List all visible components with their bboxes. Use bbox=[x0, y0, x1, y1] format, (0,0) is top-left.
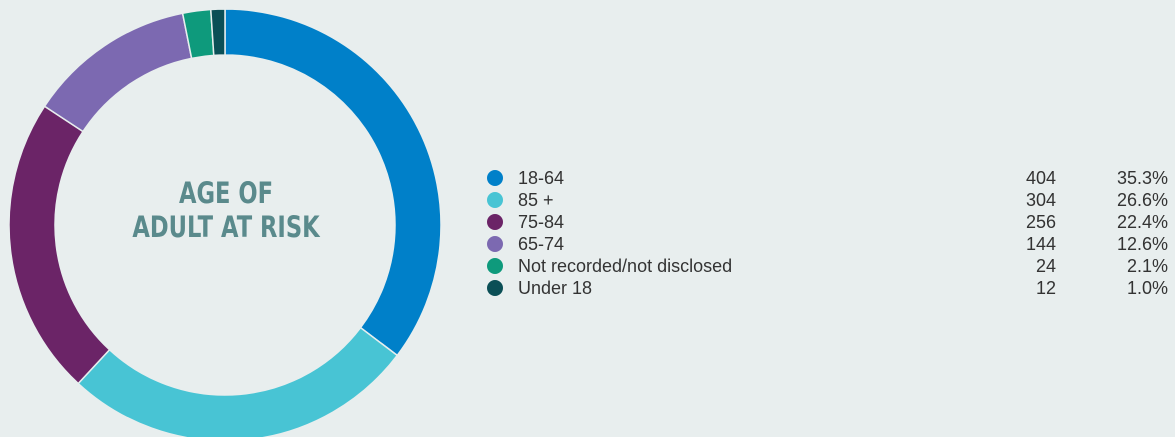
legend-item-not-recorded: Not recorded/not disclosed 24 2.1% bbox=[484, 255, 1168, 277]
legend-item-85-plus: 85 + 304 26.6% bbox=[484, 189, 1168, 211]
legend-count: 404 bbox=[1025, 168, 1056, 188]
legend-count: 144 bbox=[1025, 234, 1056, 254]
legend-swatch bbox=[487, 236, 503, 252]
donut-slice-85 bbox=[77, 326, 399, 437]
donut-slice-under-18 bbox=[209, 8, 226, 57]
legend-item-under-18: Under 18 12 1.0% bbox=[484, 277, 1168, 299]
legend-swatch bbox=[487, 214, 503, 230]
legend-count: 256 bbox=[1025, 212, 1056, 232]
legend-percent: 12.6% bbox=[1116, 234, 1168, 254]
legend-item-75-84: 75-84 256 22.4% bbox=[484, 211, 1168, 233]
legend-label: Under 18 bbox=[518, 278, 593, 298]
donut-slice-18-64 bbox=[224, 8, 442, 357]
donut-slice-65-74 bbox=[43, 12, 193, 133]
legend-percent: 1.0% bbox=[1126, 278, 1168, 298]
legend-percent: 2.1% bbox=[1126, 256, 1168, 276]
legend-item-65-74: 65-74 144 12.6% bbox=[484, 233, 1168, 255]
legend-label: 75-84 bbox=[518, 212, 565, 232]
legend-label: Not recorded/not disclosed bbox=[518, 256, 733, 276]
chart-title: AGE OF ADULT AT RISK bbox=[121, 176, 330, 244]
legend-swatch bbox=[487, 192, 503, 208]
legend-percent: 26.6% bbox=[1116, 190, 1168, 210]
legend-label: 85 + bbox=[518, 190, 554, 210]
legend-count: 12 bbox=[1035, 278, 1056, 298]
chart-title-line-2: ADULT AT RISK bbox=[132, 210, 320, 244]
legend-label: 18-64 bbox=[518, 168, 565, 188]
legend-percent: 22.4% bbox=[1116, 212, 1168, 232]
legend-percent: 35.3% bbox=[1116, 168, 1168, 188]
legend-count: 304 bbox=[1025, 190, 1056, 210]
legend-swatch bbox=[487, 258, 503, 274]
legend-label: 65-74 bbox=[518, 234, 565, 254]
donut-chart bbox=[8, 8, 442, 437]
legend-swatch bbox=[487, 280, 503, 296]
donut-slice-75-84 bbox=[8, 105, 111, 385]
chart-title-line-1: AGE OF bbox=[178, 176, 274, 210]
legend-count: 24 bbox=[1035, 256, 1056, 276]
donut-slices bbox=[8, 8, 442, 437]
legend: 18-64 404 35.3% 85 + 304 26.6% 75-84 256… bbox=[484, 167, 1168, 299]
legend-swatch bbox=[487, 170, 503, 186]
legend-item-18-64: 18-64 404 35.3% bbox=[484, 167, 1168, 189]
